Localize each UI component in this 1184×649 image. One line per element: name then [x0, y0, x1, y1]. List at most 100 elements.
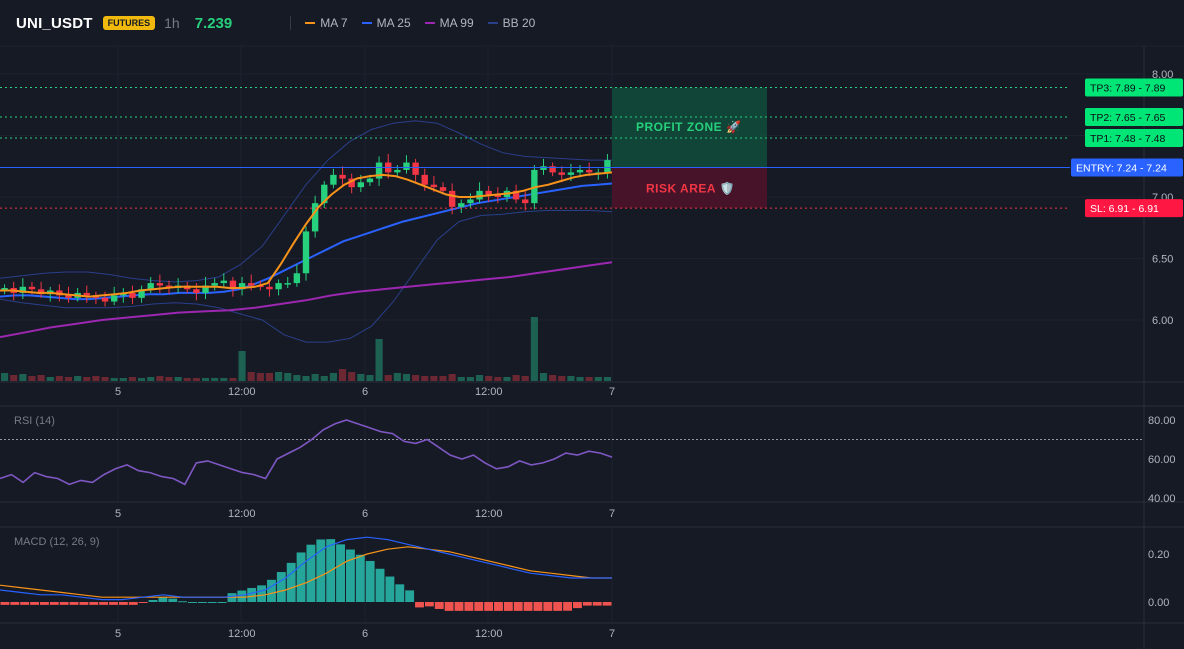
risk-zone — [612, 167, 767, 209]
volume-bar-8 — [74, 376, 82, 381]
candle-body-44 — [403, 162, 410, 170]
price-label-4: 6.00 — [1152, 315, 1173, 327]
level-tag-text-1: TP2: 7.65 - 7.65 — [1090, 112, 1165, 124]
bb-lower — [0, 210, 613, 343]
volume-bar-25 — [229, 378, 237, 381]
profit-zone-label: PROFIT ZONE 🚀 — [636, 120, 741, 134]
macd-hist-bar-5 — [49, 602, 59, 605]
volume-bar-15 — [138, 378, 146, 381]
macd-hist-bar-37 — [365, 560, 375, 602]
macd-hist-bar-21 — [207, 602, 217, 603]
volume-bar-34 — [311, 374, 319, 381]
macd-hist-bar-4 — [39, 602, 49, 605]
legend-bb20-label: BB 20 — [502, 16, 536, 30]
macd-hist-bar-48 — [474, 602, 484, 611]
bb-upper — [0, 120, 612, 283]
volume-bar-28 — [256, 373, 264, 381]
macd-hist-bar-7 — [69, 602, 79, 605]
macd-hist-bar-50 — [494, 602, 503, 611]
macd-hist-bar-9 — [89, 602, 99, 605]
macd-hist-bar-31 — [306, 544, 316, 602]
legend-ma25[interactable]: MA 25 — [361, 16, 411, 30]
candle-body-61 — [558, 172, 565, 175]
legend-ma7[interactable]: MA 7 — [305, 16, 348, 30]
volume-bar-24 — [220, 378, 228, 381]
candle-body-54 — [494, 194, 502, 197]
volume-bar-6 — [55, 376, 63, 381]
volume-bar-39 — [357, 374, 365, 381]
candle-body-48 — [439, 187, 447, 191]
volume-bar-48 — [439, 376, 447, 381]
legend-bb20[interactable]: BB 20 — [487, 16, 536, 30]
macd-hist-bar-10 — [99, 602, 109, 605]
macd-hist-bar-30 — [296, 552, 306, 602]
level-tag-text-0: TP3: 7.89 - 7.89 — [1090, 83, 1165, 95]
level-tag-text-3: ENTRY: 7.24 - 7.24 — [1076, 162, 1167, 174]
ma99-swatch — [424, 22, 435, 24]
volume-bar-7 — [64, 377, 73, 381]
macd-hist-bar-38 — [375, 568, 385, 602]
candle-body-4 — [37, 289, 45, 295]
time-label-rsi-1: 12:00 — [228, 508, 256, 520]
candle-body-0 — [1, 288, 8, 291]
candle-body-66 — [604, 160, 611, 173]
profit-zone — [612, 87, 767, 168]
candle-body-26 — [238, 283, 246, 290]
rsi-title: RSI (14) — [14, 415, 55, 427]
candle-body-36 — [330, 174, 337, 185]
level-tag-3 — [1071, 158, 1183, 177]
candle-body-51 — [467, 199, 474, 204]
volume-bar-62 — [567, 376, 575, 381]
macd-signal-line — [0, 546, 612, 598]
candle-body-40 — [366, 178, 374, 183]
time-label-macd-0: 5 — [115, 628, 121, 640]
volume-bar-65 — [594, 377, 602, 381]
volume-bar-16 — [147, 377, 155, 381]
ma7-line — [0, 171, 613, 298]
macd-hist-bar-56 — [553, 602, 563, 611]
macd-title: MACD (12, 26, 9) — [14, 536, 100, 548]
macd-hist-bar-59 — [582, 602, 592, 606]
candle-body-64 — [585, 169, 593, 173]
volume-bar-31 — [284, 373, 292, 381]
level-tag-1 — [1085, 108, 1183, 127]
candle-body-38 — [348, 178, 355, 188]
volume-bar-53 — [485, 376, 493, 381]
macd-hist-bar-35 — [345, 549, 355, 602]
volume-bar-32 — [293, 375, 301, 381]
volume-bar-45 — [412, 375, 420, 381]
macd-hist-bar-27 — [267, 579, 276, 602]
candle-body-57 — [522, 199, 529, 204]
volume-bar-54 — [494, 377, 502, 381]
rsi-axis-label-1: 60.00 — [1148, 454, 1176, 466]
interval-selector[interactable]: 1h — [164, 15, 180, 31]
macd-hist-bar-51 — [503, 602, 513, 611]
candle-body-15 — [138, 289, 145, 298]
macd-hist-bar-24 — [237, 590, 247, 602]
candle-body-43 — [394, 169, 401, 173]
candle-body-50 — [458, 203, 465, 207]
macd-hist-bar-2 — [20, 602, 30, 605]
volume-bar-60 — [549, 375, 557, 381]
candle-body-9 — [83, 292, 90, 296]
last-price: 7.239 — [194, 14, 233, 32]
volume-bar-55 — [503, 377, 511, 381]
candle-body-47 — [430, 184, 438, 188]
candle-body-52 — [476, 190, 483, 200]
time-label-main-4: 7 — [609, 386, 615, 398]
macd-hist-bar-34 — [336, 544, 345, 602]
time-label-rsi-4: 7 — [609, 508, 615, 520]
price-label-0: 8.00 — [1152, 69, 1173, 81]
candle-body-45 — [412, 162, 419, 175]
chart-header: UNI_USDT FUTURES 1h 7.239 MA 7 MA 25 MA … — [0, 0, 1184, 46]
symbol-name[interactable]: UNI_USDT — [16, 14, 93, 32]
legend-ma25-label: MA 25 — [376, 16, 411, 30]
volume-bar-51 — [466, 377, 474, 381]
legend-ma99[interactable]: MA 99 — [424, 16, 474, 30]
macd-hist-bar-40 — [395, 584, 405, 602]
candle-body-23 — [211, 283, 218, 286]
rsi-axis-label-2: 40.00 — [1148, 493, 1176, 505]
volume-bar-17 — [156, 376, 164, 381]
volume-bar-49 — [448, 374, 456, 381]
